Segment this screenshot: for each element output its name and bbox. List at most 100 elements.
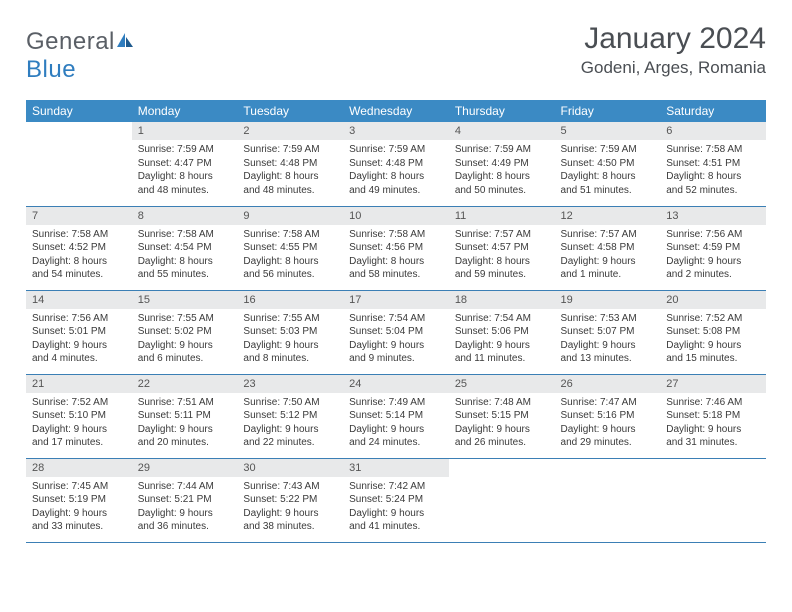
day-details: Sunrise: 7:47 AMSunset: 5:16 PMDaylight:… bbox=[555, 393, 661, 454]
calendar-cell: 9Sunrise: 7:58 AMSunset: 4:55 PMDaylight… bbox=[237, 206, 343, 290]
day-number: 13 bbox=[660, 207, 766, 225]
day-details: Sunrise: 7:58 AMSunset: 4:55 PMDaylight:… bbox=[237, 225, 343, 286]
calendar-cell: 17Sunrise: 7:54 AMSunset: 5:04 PMDayligh… bbox=[343, 290, 449, 374]
day-details: Sunrise: 7:54 AMSunset: 5:06 PMDaylight:… bbox=[449, 309, 555, 370]
calendar-row: 14Sunrise: 7:56 AMSunset: 5:01 PMDayligh… bbox=[26, 290, 766, 374]
weekday-header: Thursday bbox=[449, 100, 555, 122]
calendar-cell: 19Sunrise: 7:53 AMSunset: 5:07 PMDayligh… bbox=[555, 290, 661, 374]
day-number: 20 bbox=[660, 291, 766, 309]
calendar-cell bbox=[555, 458, 661, 542]
calendar-cell: 21Sunrise: 7:52 AMSunset: 5:10 PMDayligh… bbox=[26, 374, 132, 458]
day-number: 22 bbox=[132, 375, 238, 393]
calendar-cell: 28Sunrise: 7:45 AMSunset: 5:19 PMDayligh… bbox=[26, 458, 132, 542]
calendar-cell: 7Sunrise: 7:58 AMSunset: 4:52 PMDaylight… bbox=[26, 206, 132, 290]
calendar-row: 7Sunrise: 7:58 AMSunset: 4:52 PMDaylight… bbox=[26, 206, 766, 290]
calendar-cell: 24Sunrise: 7:49 AMSunset: 5:14 PMDayligh… bbox=[343, 374, 449, 458]
day-number: 15 bbox=[132, 291, 238, 309]
calendar-cell: 23Sunrise: 7:50 AMSunset: 5:12 PMDayligh… bbox=[237, 374, 343, 458]
weekday-header: Sunday bbox=[26, 100, 132, 122]
calendar-cell: 20Sunrise: 7:52 AMSunset: 5:08 PMDayligh… bbox=[660, 290, 766, 374]
day-details: Sunrise: 7:44 AMSunset: 5:21 PMDaylight:… bbox=[132, 477, 238, 538]
day-details: Sunrise: 7:50 AMSunset: 5:12 PMDaylight:… bbox=[237, 393, 343, 454]
calendar-cell: 13Sunrise: 7:56 AMSunset: 4:59 PMDayligh… bbox=[660, 206, 766, 290]
weekday-header: Tuesday bbox=[237, 100, 343, 122]
day-number: 28 bbox=[26, 459, 132, 477]
day-details: Sunrise: 7:53 AMSunset: 5:07 PMDaylight:… bbox=[555, 309, 661, 370]
calendar-cell: 4Sunrise: 7:59 AMSunset: 4:49 PMDaylight… bbox=[449, 122, 555, 206]
day-number: 14 bbox=[26, 291, 132, 309]
day-number: 27 bbox=[660, 375, 766, 393]
day-details: Sunrise: 7:56 AMSunset: 5:01 PMDaylight:… bbox=[26, 309, 132, 370]
calendar-cell: 27Sunrise: 7:46 AMSunset: 5:18 PMDayligh… bbox=[660, 374, 766, 458]
calendar-cell: 15Sunrise: 7:55 AMSunset: 5:02 PMDayligh… bbox=[132, 290, 238, 374]
day-number: 7 bbox=[26, 207, 132, 225]
day-number: 24 bbox=[343, 375, 449, 393]
day-details: Sunrise: 7:48 AMSunset: 5:15 PMDaylight:… bbox=[449, 393, 555, 454]
calendar-cell: 25Sunrise: 7:48 AMSunset: 5:15 PMDayligh… bbox=[449, 374, 555, 458]
day-details: Sunrise: 7:42 AMSunset: 5:24 PMDaylight:… bbox=[343, 477, 449, 538]
day-details: Sunrise: 7:58 AMSunset: 4:56 PMDaylight:… bbox=[343, 225, 449, 286]
day-number bbox=[449, 459, 555, 465]
day-details: Sunrise: 7:59 AMSunset: 4:47 PMDaylight:… bbox=[132, 140, 238, 201]
calendar-table: SundayMondayTuesdayWednesdayThursdayFrid… bbox=[26, 100, 766, 543]
day-number: 11 bbox=[449, 207, 555, 225]
weekday-header: Saturday bbox=[660, 100, 766, 122]
sail-icon bbox=[115, 31, 135, 49]
calendar-row: 1Sunrise: 7:59 AMSunset: 4:47 PMDaylight… bbox=[26, 122, 766, 206]
calendar-cell: 10Sunrise: 7:58 AMSunset: 4:56 PMDayligh… bbox=[343, 206, 449, 290]
day-number: 29 bbox=[132, 459, 238, 477]
day-number: 17 bbox=[343, 291, 449, 309]
calendar-cell: 16Sunrise: 7:55 AMSunset: 5:03 PMDayligh… bbox=[237, 290, 343, 374]
day-number: 19 bbox=[555, 291, 661, 309]
calendar-cell: 14Sunrise: 7:56 AMSunset: 5:01 PMDayligh… bbox=[26, 290, 132, 374]
day-number: 2 bbox=[237, 122, 343, 140]
calendar-cell bbox=[26, 122, 132, 206]
calendar-cell: 11Sunrise: 7:57 AMSunset: 4:57 PMDayligh… bbox=[449, 206, 555, 290]
location: Godeni, Arges, Romania bbox=[581, 58, 766, 78]
day-details: Sunrise: 7:55 AMSunset: 5:02 PMDaylight:… bbox=[132, 309, 238, 370]
calendar-cell: 30Sunrise: 7:43 AMSunset: 5:22 PMDayligh… bbox=[237, 458, 343, 542]
day-number: 21 bbox=[26, 375, 132, 393]
day-details: Sunrise: 7:59 AMSunset: 4:50 PMDaylight:… bbox=[555, 140, 661, 201]
month-title: January 2024 bbox=[581, 22, 766, 56]
day-details: Sunrise: 7:58 AMSunset: 4:52 PMDaylight:… bbox=[26, 225, 132, 286]
day-number: 9 bbox=[237, 207, 343, 225]
calendar-cell: 5Sunrise: 7:59 AMSunset: 4:50 PMDaylight… bbox=[555, 122, 661, 206]
header: GeneralBlue January 2024 Godeni, Arges, … bbox=[26, 22, 766, 84]
day-details: Sunrise: 7:59 AMSunset: 4:49 PMDaylight:… bbox=[449, 140, 555, 201]
day-details: Sunrise: 7:56 AMSunset: 4:59 PMDaylight:… bbox=[660, 225, 766, 286]
day-number: 18 bbox=[449, 291, 555, 309]
day-number: 31 bbox=[343, 459, 449, 477]
calendar-row: 21Sunrise: 7:52 AMSunset: 5:10 PMDayligh… bbox=[26, 374, 766, 458]
calendar-cell bbox=[660, 458, 766, 542]
day-details: Sunrise: 7:45 AMSunset: 5:19 PMDaylight:… bbox=[26, 477, 132, 538]
day-number bbox=[555, 459, 661, 465]
calendar-cell: 2Sunrise: 7:59 AMSunset: 4:48 PMDaylight… bbox=[237, 122, 343, 206]
day-details: Sunrise: 7:58 AMSunset: 4:54 PMDaylight:… bbox=[132, 225, 238, 286]
day-number: 3 bbox=[343, 122, 449, 140]
day-details: Sunrise: 7:43 AMSunset: 5:22 PMDaylight:… bbox=[237, 477, 343, 538]
day-number bbox=[26, 122, 132, 128]
day-number: 5 bbox=[555, 122, 661, 140]
calendar-cell: 1Sunrise: 7:59 AMSunset: 4:47 PMDaylight… bbox=[132, 122, 238, 206]
day-number: 1 bbox=[132, 122, 238, 140]
calendar-cell: 29Sunrise: 7:44 AMSunset: 5:21 PMDayligh… bbox=[132, 458, 238, 542]
logo-text: GeneralBlue bbox=[26, 28, 135, 84]
weekday-header: Friday bbox=[555, 100, 661, 122]
day-number bbox=[660, 459, 766, 465]
day-details: Sunrise: 7:49 AMSunset: 5:14 PMDaylight:… bbox=[343, 393, 449, 454]
calendar-cell: 31Sunrise: 7:42 AMSunset: 5:24 PMDayligh… bbox=[343, 458, 449, 542]
calendar-cell: 8Sunrise: 7:58 AMSunset: 4:54 PMDaylight… bbox=[132, 206, 238, 290]
logo: GeneralBlue bbox=[26, 28, 135, 84]
logo-general: General bbox=[26, 28, 115, 55]
day-number: 8 bbox=[132, 207, 238, 225]
title-block: January 2024 Godeni, Arges, Romania bbox=[581, 22, 766, 78]
day-number: 26 bbox=[555, 375, 661, 393]
day-details: Sunrise: 7:55 AMSunset: 5:03 PMDaylight:… bbox=[237, 309, 343, 370]
day-number: 6 bbox=[660, 122, 766, 140]
day-number: 12 bbox=[555, 207, 661, 225]
day-details: Sunrise: 7:54 AMSunset: 5:04 PMDaylight:… bbox=[343, 309, 449, 370]
calendar-cell: 6Sunrise: 7:58 AMSunset: 4:51 PMDaylight… bbox=[660, 122, 766, 206]
day-number: 25 bbox=[449, 375, 555, 393]
day-details: Sunrise: 7:58 AMSunset: 4:51 PMDaylight:… bbox=[660, 140, 766, 201]
